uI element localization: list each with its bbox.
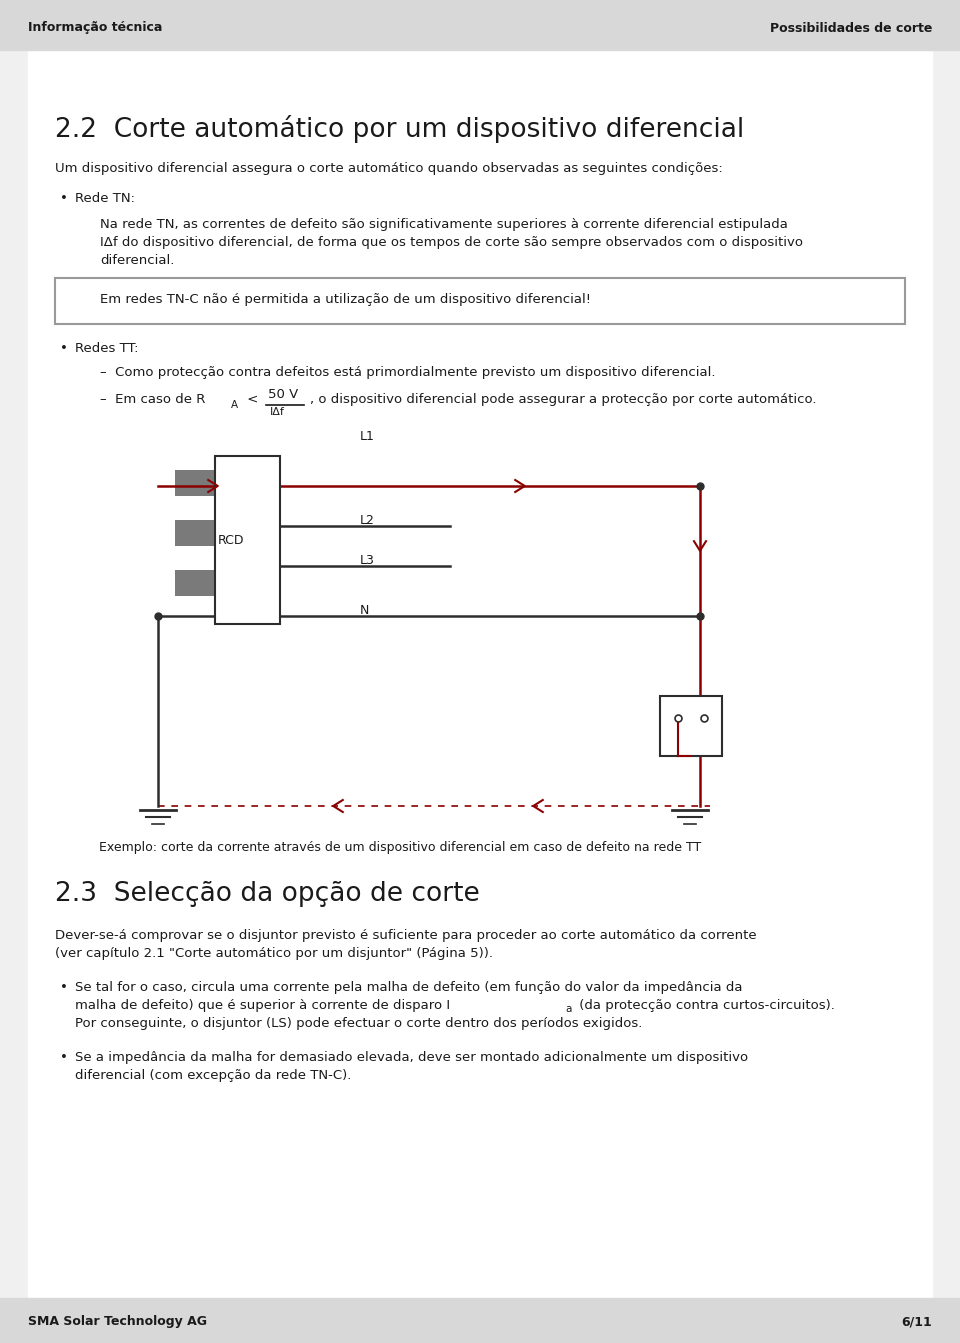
Text: (ver capítulo 2.1 "Corte automático por um disjuntor" (Página 5)).: (ver capítulo 2.1 "Corte automático por …	[55, 947, 493, 960]
Bar	[175, 569, 215, 596]
Text: Dever-se-á comprovar se o disjuntor previsto é suficiente para proceder ao corte: Dever-se-á comprovar se o disjuntor prev…	[55, 929, 756, 941]
Bar	[175, 470, 215, 496]
Text: •: •	[60, 342, 68, 355]
Text: Na rede TN, as correntes de defeito são significativamente superiores à corrente: Na rede TN, as correntes de defeito são …	[100, 218, 788, 231]
Text: Se tal for o caso, circula uma corrente pela malha de defeito (em função do valo: Se tal for o caso, circula uma corrente …	[75, 980, 742, 994]
Text: IΔf do dispositivo diferencial, de forma que os tempos de corte são sempre obser: IΔf do dispositivo diferencial, de forma…	[100, 236, 803, 248]
Bar	[215, 457, 280, 624]
Text: Um dispositivo diferencial assegura o corte automático quando observadas as segu: Um dispositivo diferencial assegura o co…	[55, 163, 723, 175]
Text: L2: L2	[360, 514, 374, 526]
Text: L3: L3	[360, 555, 374, 567]
Text: 2.2  Corte automático por um dispositivo diferencial: 2.2 Corte automático por um dispositivo …	[55, 115, 744, 142]
Text: Possibilidades de corte: Possibilidades de corte	[770, 21, 932, 35]
Bar	[660, 696, 722, 756]
Text: •: •	[60, 1052, 68, 1064]
Text: <: <	[243, 393, 263, 406]
Text: Informação técnica: Informação técnica	[28, 21, 162, 35]
Text: Se a impedância da malha for demasiado elevada, deve ser montado adicionalmente : Se a impedância da malha for demasiado e…	[75, 1052, 748, 1064]
Text: , o dispositivo diferencial pode assegurar a protecção por corte automático.: , o dispositivo diferencial pode assegur…	[310, 393, 817, 406]
Bar	[175, 520, 215, 547]
Bar	[55, 278, 905, 324]
Text: N: N	[360, 604, 370, 616]
Text: (da protecção contra curtos-circuitos).: (da protecção contra curtos-circuitos).	[575, 999, 835, 1013]
Text: L1: L1	[360, 430, 374, 443]
Text: Redes TT:: Redes TT:	[75, 342, 138, 355]
Text: •: •	[60, 980, 68, 994]
Text: A: A	[231, 400, 238, 410]
Bar	[0, 0, 960, 50]
Text: diferencial (com excepção da rede TN-C).: diferencial (com excepção da rede TN-C).	[75, 1069, 351, 1082]
Text: SMA Solar Technology AG: SMA Solar Technology AG	[28, 1316, 207, 1328]
Bar	[0, 1297, 960, 1343]
Text: RCD: RCD	[218, 533, 245, 547]
Text: Exemplo: corte da corrente através de um dispositivo diferencial em caso de defe: Exemplo: corte da corrente através de um…	[99, 841, 701, 854]
Text: •: •	[60, 192, 68, 205]
Text: malha de defeito) que é superior à corrente de disparo I: malha de defeito) que é superior à corre…	[75, 999, 450, 1013]
Text: IΔf: IΔf	[270, 407, 285, 416]
Text: Por conseguinte, o disjuntor (LS) pode efectuar o corte dentro dos períodos exig: Por conseguinte, o disjuntor (LS) pode e…	[75, 1017, 642, 1030]
Text: diferencial.: diferencial.	[100, 254, 175, 267]
Text: 50 V: 50 V	[268, 388, 299, 402]
Text: 6/11: 6/11	[901, 1316, 932, 1328]
Text: Rede TN:: Rede TN:	[75, 192, 135, 205]
Text: a: a	[565, 1005, 571, 1014]
Text: Em redes TN-C não é permitida a utilização de um dispositivo diferencial!: Em redes TN-C não é permitida a utilizaç…	[100, 294, 591, 306]
Text: 2.3  Selecção da opção de corte: 2.3 Selecção da opção de corte	[55, 881, 480, 907]
Text: –  Em caso de R: – Em caso de R	[100, 393, 205, 406]
Text: –  Como protecção contra defeitos está primordialmente previsto um dispositivo d: – Como protecção contra defeitos está pr…	[100, 367, 715, 379]
